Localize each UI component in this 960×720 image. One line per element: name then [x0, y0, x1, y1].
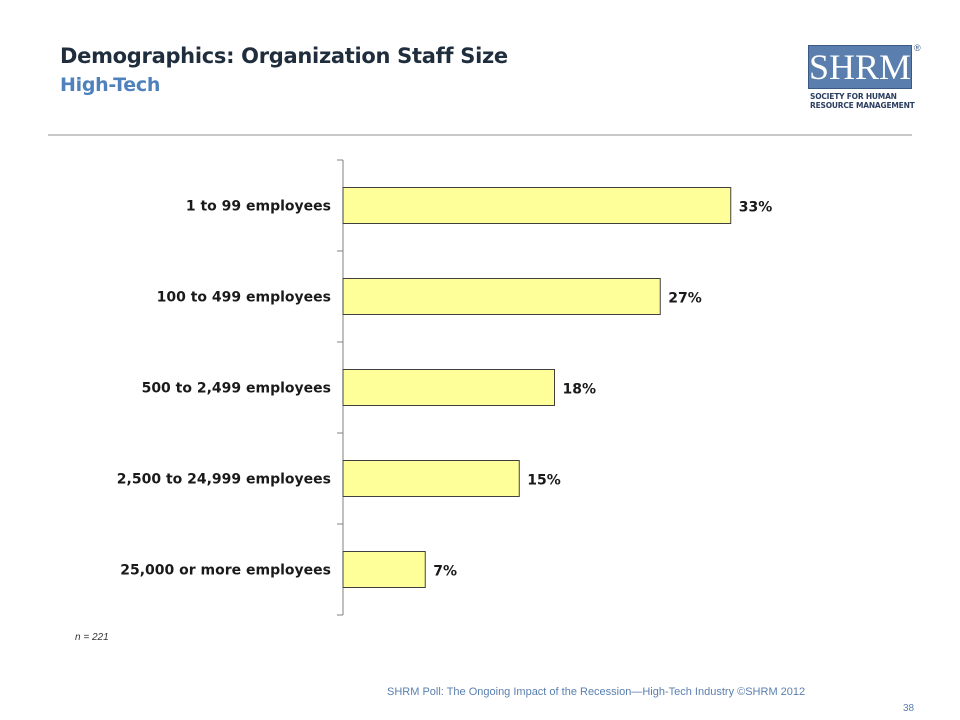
category-label: 100 to 499 employees	[157, 290, 331, 306]
logo-name: SHRM	[808, 47, 912, 87]
data-label: 27%	[668, 291, 702, 307]
bar	[342, 460, 520, 497]
footer-text: SHRM Poll: The Ongoing Impact of the Rec…	[387, 686, 806, 698]
category-label: 1 to 99 employees	[186, 199, 331, 215]
bar	[342, 551, 426, 588]
category-label: 500 to 2,499 employees	[142, 381, 331, 397]
logo-box: SHRM	[808, 45, 912, 89]
logo-registered-mark: ®	[914, 43, 921, 53]
category-label: 2,500 to 24,999 employees	[117, 472, 331, 488]
data-label: 18%	[563, 382, 597, 398]
bar	[342, 369, 555, 406]
logo-tagline: SOCIETY FOR HUMAN RESOURCE MANAGEMENT	[810, 92, 915, 110]
shrm-logo: SHRM ® SOCIETY FOR HUMAN RESOURCE MANAGE…	[808, 43, 921, 119]
staff-size-bar-chart: 1 to 99 employees 33% 100 to 499 employees…	[117, 159, 773, 616]
data-label: 7%	[433, 564, 457, 580]
data-label: 15%	[527, 473, 561, 489]
data-label: 33%	[739, 200, 773, 216]
page-number: 38	[903, 703, 915, 714]
bar	[342, 278, 661, 315]
category-label: 25,000 or more employees	[120, 563, 331, 579]
bar	[342, 187, 732, 224]
page-title: Demographics: Organization Staff Size	[60, 44, 508, 68]
page-subtitle: High-Tech	[60, 74, 161, 96]
sample-size-note: n = 221	[75, 632, 109, 643]
header-divider	[48, 134, 912, 136]
